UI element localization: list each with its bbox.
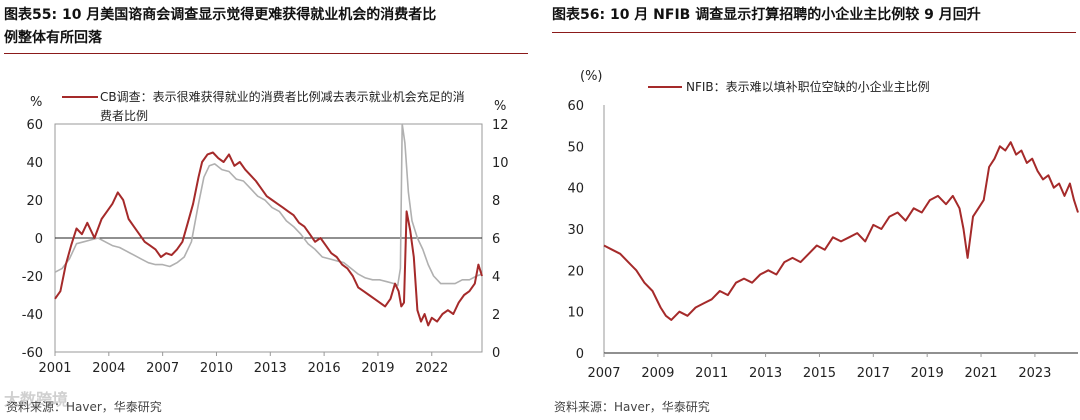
x-tick-label: 2016 xyxy=(308,361,341,376)
y-tick-right-label: 10 xyxy=(492,156,509,171)
chart-title: 图表56: 10 月 NFIB 调查显示打算招聘的小企业主比例较 9 月回升 xyxy=(552,4,1072,27)
watermark-logo: 大数跨境 xyxy=(4,390,69,409)
x-tick-label: 2023 xyxy=(1018,366,1051,381)
legend-label: CB调查：表示很难获得就业的消费者比例减去表示就业机会充足的消 xyxy=(100,89,465,104)
chart-title: 图表55: 10 月美国谘商会调查显示觉得更难获得就业机会的消费者比 例整体有所… xyxy=(4,4,524,50)
x-tick-label: 2017 xyxy=(857,366,890,381)
y-tick-left-label: 60 xyxy=(26,118,43,133)
y-tick-right-label: 12 xyxy=(492,118,509,133)
y-axis-right-unit: % xyxy=(494,99,506,114)
x-tick-label: 2015 xyxy=(803,366,836,381)
source-note: 资料来源：Haver，华泰研究 xyxy=(554,400,710,414)
x-tick-label: 2001 xyxy=(38,361,71,376)
x-tick-label: 2022 xyxy=(415,361,448,376)
x-tick-label: 2004 xyxy=(92,361,125,376)
x-tick-label: 2007 xyxy=(587,366,620,381)
series-line-cb-survey xyxy=(54,151,483,327)
y-tick-left-label: 20 xyxy=(26,194,43,209)
y-tick-left-label: 40 xyxy=(26,156,43,171)
y-tick-right-label: 8 xyxy=(492,194,500,209)
y-tick-label: 40 xyxy=(567,182,584,197)
x-tick-label: 2009 xyxy=(641,366,674,381)
y-tick-left-label: 0 xyxy=(35,232,43,247)
x-tick-label: 2021 xyxy=(964,366,997,381)
x-tick-label: 2013 xyxy=(749,366,782,381)
source-note: 资料来源：Haver，华泰研究 xyxy=(6,400,162,414)
x-tick-label: 2007 xyxy=(146,361,179,376)
x-tick-label: 2011 xyxy=(695,366,728,381)
legend-label: NFIB：表示难以填补职位空缺的小企业主比例 xyxy=(686,79,930,94)
x-tick-label: 2013 xyxy=(254,361,287,376)
y-tick-label: 20 xyxy=(567,264,584,279)
x-tick-label: 2010 xyxy=(200,361,233,376)
y-tick-left-label: -60 xyxy=(22,346,43,361)
y-tick-right-label: 0 xyxy=(492,346,500,361)
y-tick-left-label: -40 xyxy=(22,308,43,323)
x-tick-label: 2019 xyxy=(361,361,394,376)
y-tick-right-label: 4 xyxy=(492,270,500,285)
y-axis-unit: (%) xyxy=(580,69,603,84)
y-tick-right-label: 2 xyxy=(492,308,500,323)
y-tick-label: 50 xyxy=(567,140,584,155)
x-tick-label: 2019 xyxy=(911,366,944,381)
series-line-secondary xyxy=(54,123,483,287)
title-divider xyxy=(4,53,528,54)
chart-panel-55: 图表55: 10 月美国谘商会调查显示觉得更难获得就业机会的消费者比 例整体有所… xyxy=(0,0,532,420)
y-tick-label: 60 xyxy=(567,99,584,114)
legend-label: 费者比例 xyxy=(100,109,148,123)
chart-title-line2: 例整体有所回落 xyxy=(4,30,102,46)
y-tick-left-label: -20 xyxy=(22,270,43,285)
title-divider xyxy=(552,32,1076,33)
y-axis-left-unit: % xyxy=(30,95,42,110)
chart-title-line1: 图表56: 10 月 NFIB 调查显示打算招聘的小企业主比例较 9 月回升 xyxy=(552,7,981,23)
chart-title-line1: 图表55: 10 月美国谘商会调查显示觉得更难获得就业机会的消费者比 xyxy=(4,7,437,23)
chart-panel-56: 图表56: 10 月 NFIB 调查显示打算招聘的小企业主比例较 9 月回升 (… xyxy=(548,0,1080,420)
y-tick-label: 10 xyxy=(567,306,584,321)
y-tick-label: 0 xyxy=(576,347,584,362)
series-line-nfib xyxy=(603,141,1079,321)
y-tick-right-label: 6 xyxy=(492,232,500,247)
y-tick-label: 30 xyxy=(567,223,584,238)
